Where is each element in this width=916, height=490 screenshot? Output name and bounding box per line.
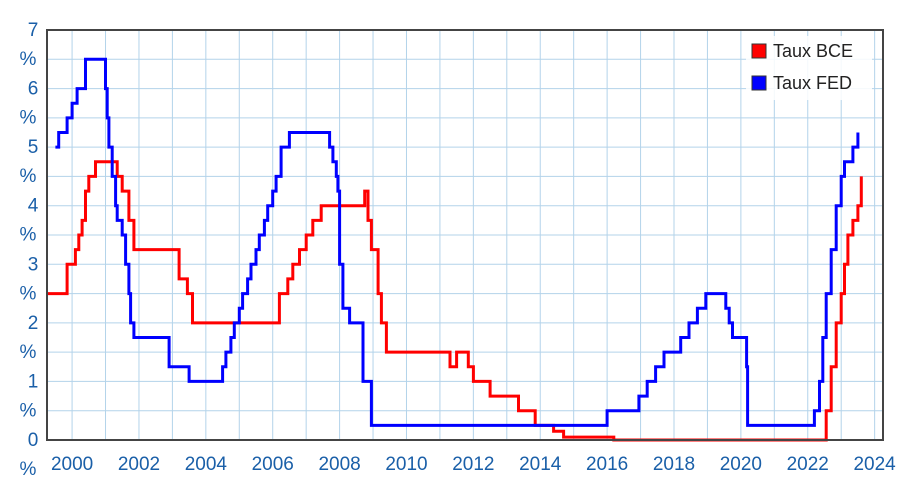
x-tick-label: 2020 xyxy=(720,454,762,475)
y-tick-unit: % xyxy=(20,225,37,246)
y-tick-label: 4 xyxy=(28,196,39,217)
y-axis: 0% 1% 2% 3% 4% 5% 6% 7% xyxy=(20,20,39,480)
x-tick-label: 2002 xyxy=(118,454,160,475)
legend-swatch xyxy=(751,75,767,91)
x-tick-label: 2006 xyxy=(252,454,294,475)
y-tick-unit: % xyxy=(20,400,37,421)
x-tick-label: 2000 xyxy=(51,454,93,475)
legend-background xyxy=(746,36,872,100)
x-tick-label: 2014 xyxy=(519,454,562,475)
x-tick-label: 2012 xyxy=(452,454,494,475)
y-tick-label: 1 xyxy=(28,371,39,392)
x-tick-label: 2004 xyxy=(185,454,228,475)
y-tick-unit: % xyxy=(20,49,37,70)
x-tick-label: 2016 xyxy=(586,454,628,475)
x-tick-label: 2022 xyxy=(787,454,829,475)
x-axis: 2000 2002 2004 2006 2008 2010 2012 2014 2016 2018… xyxy=(51,454,896,475)
x-tick-label: 2010 xyxy=(385,454,427,475)
series-line-bce xyxy=(47,160,863,442)
y-tick-label: 6 xyxy=(28,79,39,100)
legend: Taux BCE Taux FED xyxy=(746,36,872,100)
y-tick-label: 0 xyxy=(28,430,39,451)
legend-label: Taux BCE xyxy=(773,41,853,61)
series-lines xyxy=(47,57,863,442)
y-tick-unit: % xyxy=(20,342,37,363)
y-tick-unit: % xyxy=(20,283,37,304)
y-tick-label: 7 xyxy=(28,20,39,41)
plot-frame xyxy=(46,29,884,441)
legend-label: Taux FED xyxy=(773,73,852,93)
y-tick-label: 2 xyxy=(28,313,39,334)
y-tick-label: 3 xyxy=(28,254,39,275)
y-tick-unit: % xyxy=(20,459,37,480)
x-tick-label: 2008 xyxy=(318,454,360,475)
y-tick-label: 5 xyxy=(28,137,39,158)
x-tick-label: 2024 xyxy=(853,454,896,475)
y-tick-unit: % xyxy=(20,166,37,187)
series-line-fed xyxy=(55,57,860,427)
x-tick-label: 2018 xyxy=(653,454,695,475)
y-tick-unit: % xyxy=(20,108,37,129)
legend-swatch xyxy=(751,43,767,59)
